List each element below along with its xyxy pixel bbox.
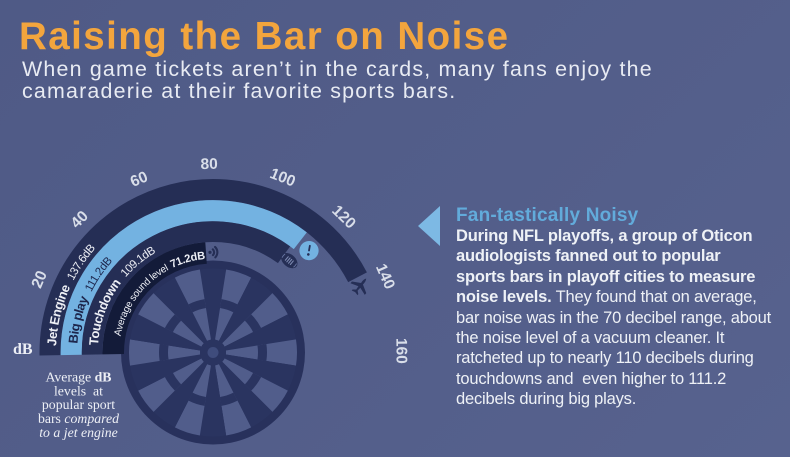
- svg-text:140: 140: [372, 261, 398, 292]
- svg-text:40: 40: [68, 208, 92, 232]
- svg-text:popular sport: popular sport: [42, 397, 115, 412]
- svg-text:60: 60: [128, 168, 151, 190]
- svg-text:80: 80: [200, 156, 218, 173]
- svg-text:levels at: levels at: [54, 383, 103, 398]
- svg-text:100: 100: [267, 165, 297, 190]
- svg-text:20: 20: [29, 268, 51, 290]
- svg-text:dB: dB: [13, 341, 33, 358]
- svg-text:160: 160: [392, 338, 409, 364]
- svg-text:bars compared: bars compared: [38, 411, 119, 426]
- svg-text:Average dB: Average dB: [45, 370, 111, 385]
- svg-text:to a jet engine: to a jet engine: [39, 425, 118, 440]
